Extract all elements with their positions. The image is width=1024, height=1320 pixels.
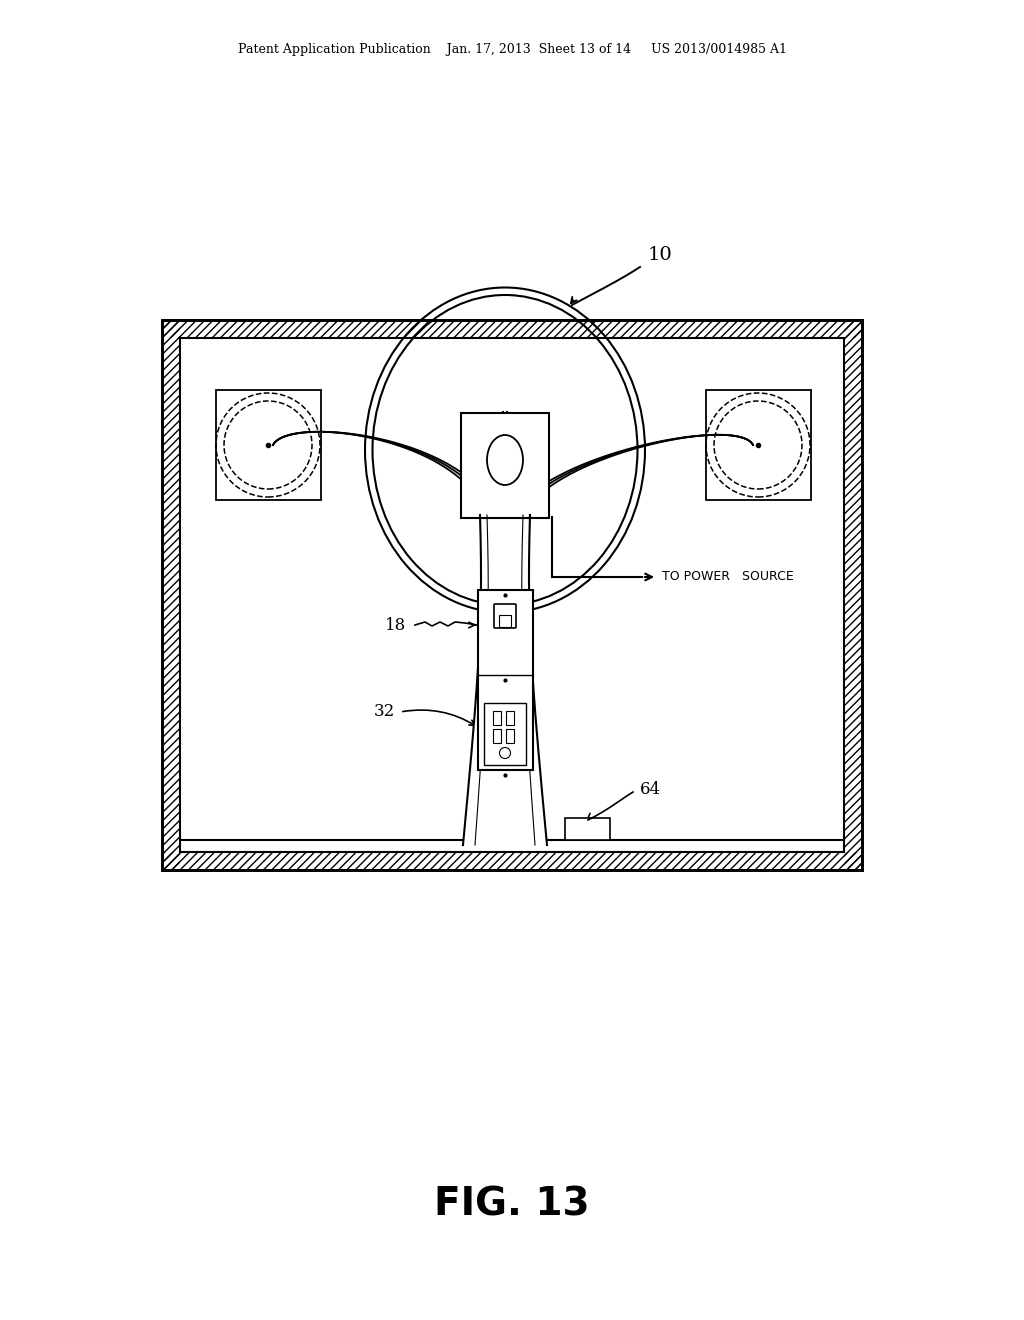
Text: 32: 32 <box>374 704 395 721</box>
Bar <box>493 711 501 725</box>
Circle shape <box>500 747 511 759</box>
Ellipse shape <box>487 436 523 484</box>
Text: 64: 64 <box>640 781 662 799</box>
FancyBboxPatch shape <box>494 605 516 628</box>
Text: 18: 18 <box>385 616 406 634</box>
Bar <box>162 319 180 870</box>
Bar <box>565 818 610 840</box>
Bar <box>493 729 501 743</box>
Bar <box>844 319 862 870</box>
Bar <box>162 319 862 338</box>
Bar <box>461 412 549 517</box>
Bar <box>215 389 321 500</box>
Text: 10: 10 <box>647 246 673 264</box>
Bar <box>506 711 514 725</box>
Bar <box>162 319 862 870</box>
Bar <box>506 729 514 743</box>
Bar <box>180 338 844 851</box>
Bar <box>484 704 526 766</box>
Bar <box>477 590 532 770</box>
Bar <box>499 615 511 627</box>
Text: FIG. 13: FIG. 13 <box>434 1185 590 1224</box>
Bar <box>162 319 862 870</box>
Polygon shape <box>463 515 547 845</box>
Text: Patent Application Publication    Jan. 17, 2013  Sheet 13 of 14     US 2013/0014: Patent Application Publication Jan. 17, … <box>238 44 786 57</box>
Bar <box>162 851 862 870</box>
Bar <box>706 389 811 500</box>
Text: TO POWER   SOURCE: TO POWER SOURCE <box>662 570 794 583</box>
